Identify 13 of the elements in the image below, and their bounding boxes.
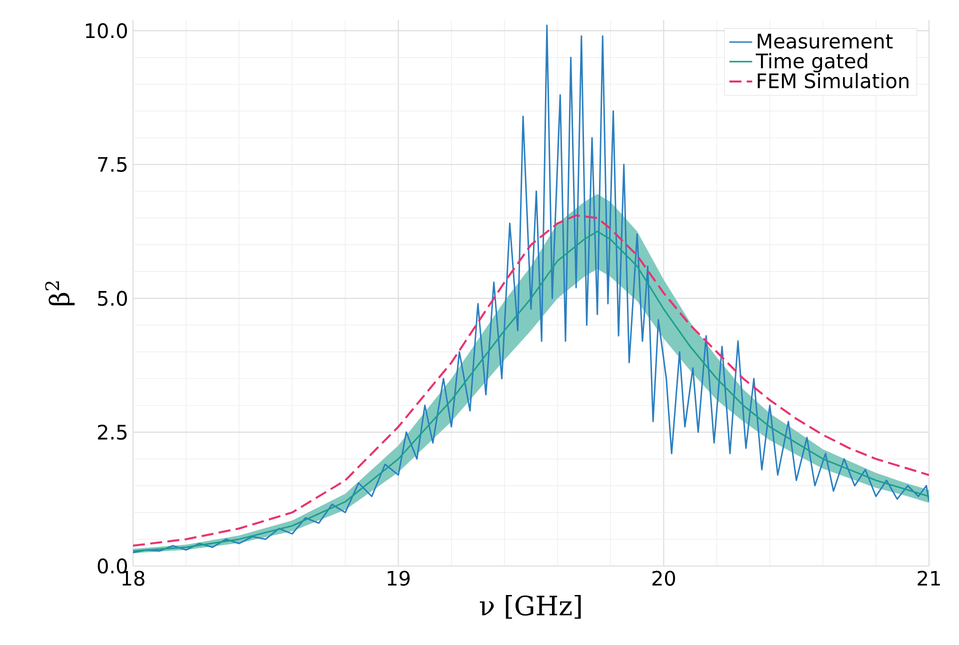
y-tick-label: 10.0 [86, 23, 127, 38]
legend-label: Measurement [758, 34, 893, 49]
x-axis-title: ν [GHz] [480, 594, 581, 619]
line-series [133, 24, 929, 554]
legend-label: Time gated [756, 53, 868, 72]
x-tick-label: 21 [918, 570, 940, 586]
x-tick-label: 19 [388, 570, 410, 586]
legend-label: FEM Simulation [758, 72, 908, 88]
y-axis-title: β$^{2}$ [45, 281, 75, 306]
y-tick-label: 7.5 [98, 157, 127, 172]
y-tick-label: 2.5 [98, 424, 127, 440]
y-tick-label: 5.0 [98, 290, 127, 306]
x-tick-label: 20 [652, 570, 676, 586]
